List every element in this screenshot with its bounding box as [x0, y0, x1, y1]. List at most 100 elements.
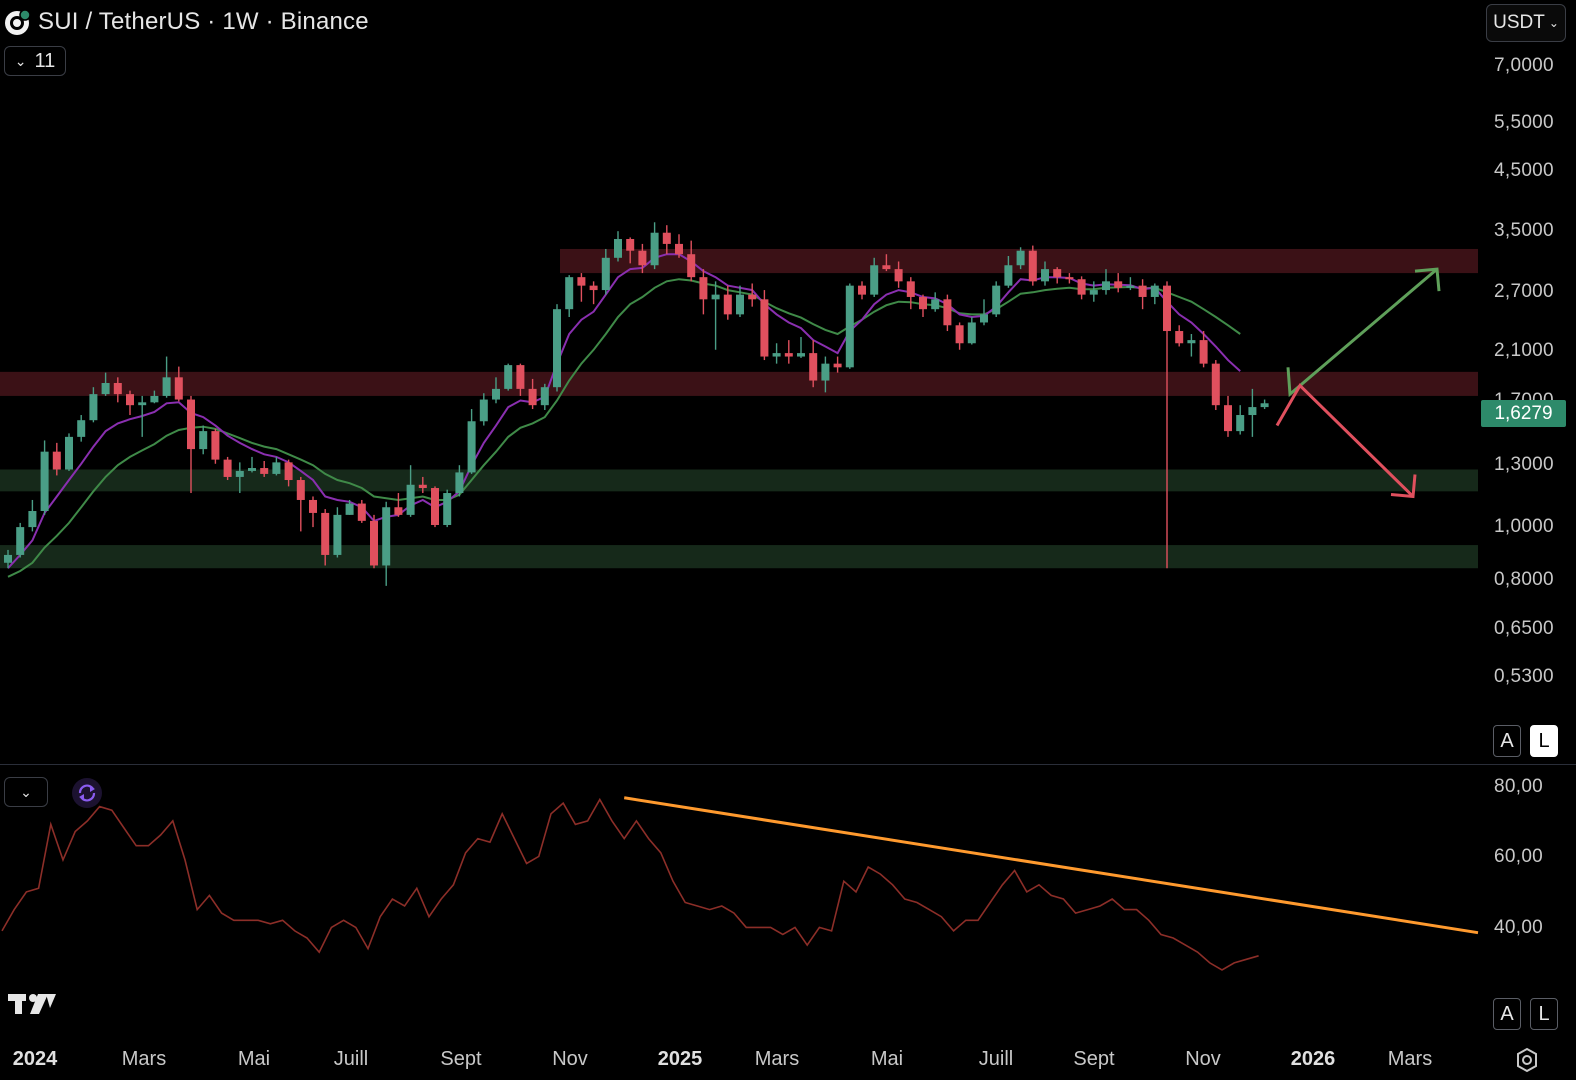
time-tick-label: Sept	[1073, 1048, 1115, 1070]
candle-body	[223, 459, 232, 477]
auto-scale-button[interactable]: A	[1493, 725, 1521, 757]
candle	[809, 340, 818, 388]
price-tick-label: 1,3000	[1494, 454, 1554, 475]
candle-body	[272, 462, 281, 474]
candle-body	[16, 527, 25, 555]
candle-body	[1041, 269, 1049, 282]
candle-body	[138, 402, 147, 406]
candle	[357, 499, 366, 523]
candle-body	[870, 265, 879, 295]
candle	[52, 442, 61, 476]
rsi-log-scale-button[interactable]: L	[1530, 998, 1558, 1030]
candle	[126, 390, 134, 416]
candle	[748, 283, 757, 307]
candle-body	[845, 285, 854, 368]
candle-body	[528, 388, 537, 406]
candle	[1163, 281, 1171, 569]
candle-body	[1126, 285, 1135, 288]
time-tick-label: 2024	[12, 1048, 58, 1070]
candlestick-series	[4, 222, 1269, 586]
candle	[443, 489, 452, 528]
rsi-collapse-button[interactable]: ⌄	[4, 777, 48, 807]
candle	[967, 317, 976, 345]
candle-body	[748, 294, 757, 300]
candle-body	[199, 431, 208, 450]
candle-body	[1175, 331, 1184, 344]
candle	[784, 340, 793, 364]
candle	[284, 459, 293, 487]
time-tick-label: Mars	[754, 1048, 800, 1070]
chevron-down-icon: ⌄	[14, 52, 27, 69]
price-tick-label: 1,0000	[1494, 516, 1554, 537]
candle	[321, 509, 330, 566]
currency-selector[interactable]: USDT ⌄	[1486, 4, 1566, 42]
candle-body	[797, 353, 805, 357]
candle-body	[784, 353, 793, 357]
candle-body	[89, 394, 98, 421]
settings-icon[interactable]	[1514, 1047, 1540, 1073]
candle	[309, 496, 317, 528]
candle	[699, 269, 708, 315]
candle-body	[650, 232, 659, 266]
rsi-tick-label: 40,00	[1494, 917, 1544, 938]
arrow-shaft	[1286, 267, 1438, 398]
candle-body	[943, 299, 952, 326]
candle-body	[431, 488, 439, 525]
candle-body	[919, 296, 927, 310]
candle	[711, 281, 720, 350]
candle	[4, 549, 12, 569]
candle	[199, 425, 208, 455]
candle-body	[382, 507, 391, 566]
candle	[1053, 267, 1062, 284]
candle	[1114, 273, 1123, 293]
candle	[394, 493, 403, 517]
candle-body	[406, 484, 415, 515]
rsi-auto-scale-button[interactable]: A	[1493, 998, 1521, 1030]
pane-divider[interactable]	[0, 764, 1576, 765]
candle-body	[333, 514, 342, 555]
candle	[577, 273, 586, 302]
candle-body	[1028, 250, 1037, 282]
candle-body	[736, 294, 744, 315]
candle-body	[443, 493, 452, 525]
time-tick-label: Mars	[121, 1048, 167, 1070]
candle-body	[955, 325, 964, 344]
chevron-down-icon: ⌄	[20, 783, 32, 800]
time-tick-label: Juill	[978, 1048, 1014, 1070]
candle-body	[1053, 269, 1062, 278]
candle-body	[931, 299, 940, 310]
candle	[89, 387, 98, 423]
price-tick-label: 0,5300	[1494, 666, 1554, 687]
candle-body	[113, 383, 122, 395]
time-tick-label: 2025	[657, 1048, 703, 1070]
candle-body	[1077, 279, 1086, 295]
candle-body	[296, 480, 305, 500]
candle	[650, 222, 659, 270]
log-scale-button[interactable]: L	[1530, 725, 1558, 757]
candle	[150, 390, 159, 404]
price-tick-label: 4,5000	[1494, 160, 1554, 181]
candle-body	[248, 468, 256, 471]
candle	[467, 409, 476, 474]
indicators-toggle-button[interactable]: ⌄ 11	[4, 46, 66, 76]
candle-body	[1102, 281, 1110, 291]
candle-body	[1199, 340, 1208, 364]
candle	[1248, 388, 1257, 437]
symbol-title[interactable]: SUI / TetherUS · 1W · Binance	[38, 8, 369, 35]
candle	[65, 433, 73, 471]
candle-body	[4, 554, 12, 563]
sync-icon[interactable]	[72, 778, 102, 808]
time-tick-label: Nov	[552, 1048, 588, 1070]
candle	[919, 294, 927, 318]
candle	[162, 356, 171, 398]
bearish-projection-arrow	[1275, 383, 1417, 499]
price-tick-label: 3,5000	[1494, 220, 1554, 241]
currency-label: USDT	[1493, 12, 1545, 33]
candle-body	[540, 387, 549, 406]
current-price-badge: 1,6279	[1481, 400, 1566, 427]
candle	[1260, 399, 1269, 410]
candle	[406, 465, 415, 517]
candle	[1138, 279, 1147, 310]
price-tick-label: 0,8000	[1494, 569, 1554, 590]
